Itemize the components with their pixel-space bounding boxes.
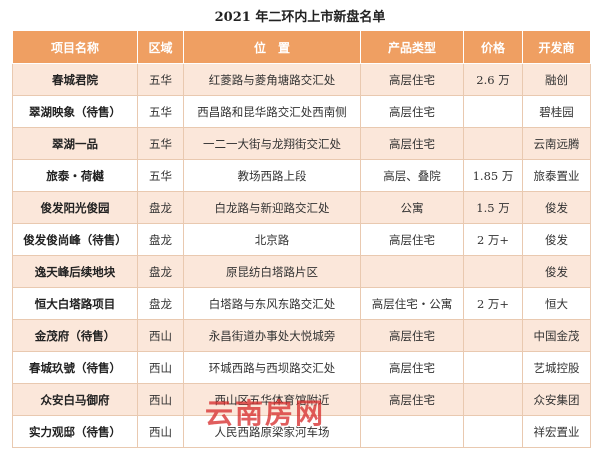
- table-cell: 1.85 万: [463, 159, 523, 192]
- table-cell: 俊发阳光俊园: [12, 191, 138, 224]
- table-cell: 高层住宅: [360, 223, 464, 256]
- table-cell: 旅泰置业: [522, 159, 591, 192]
- header-row: 项目名称 区域位 置产品类型 价格 开发商: [12, 30, 591, 64]
- table-cell: 俊发: [522, 191, 591, 224]
- table-cell: 众安白马御府: [12, 383, 138, 416]
- header-cell: 项目名称: [12, 30, 138, 64]
- table-cell: 西山: [137, 319, 184, 352]
- table-cell: 原昆纺白塔路片区: [183, 255, 361, 288]
- table-row: 恒大白塔路项目 盘龙 白塔路与东风东路交汇处 高层住宅・公寓 2 万+ 恒大: [12, 287, 591, 320]
- header-cell: 区域: [137, 30, 184, 64]
- title: 2021 年二环内上市新盘名单: [214, 10, 386, 25]
- table-cell: [463, 127, 523, 160]
- table-cell: 逸天峰后续地块: [12, 255, 138, 288]
- table-cell: 北京路: [183, 223, 361, 256]
- table-cell: 白塔路与东风东路交汇处: [183, 287, 361, 320]
- table-cell: 恒大白塔路项目: [12, 287, 138, 320]
- table-cell: 实力观邸（待售）: [12, 415, 138, 448]
- table-cell: 春城君院: [12, 63, 138, 96]
- table-cell: 高层住宅: [360, 63, 464, 96]
- table-cell: 公寓: [360, 191, 464, 224]
- table-row: 众安白马御府 西山 西山区五华体育馆附近 高层住宅 众安集团: [12, 383, 591, 416]
- table-cell: 五华: [137, 95, 184, 128]
- table-cell: [463, 319, 523, 352]
- table-cell: 五华: [137, 159, 184, 192]
- table-cell: 盘龙: [137, 223, 184, 256]
- table-row: 俊发阳光俊园 盘龙 白龙路与新迎路交汇处 公寓 1.5 万俊发: [12, 191, 591, 224]
- table-cell: 旅泰・荷樾: [12, 159, 138, 192]
- table-row: 金茂府（待售） 西山 永昌街道办事处大悦城旁 高层住宅 中国金茂: [12, 319, 591, 352]
- table-row: 逸天峰后续地块 盘龙 原昆纺白塔路片区 俊发: [12, 255, 591, 288]
- table-cell: [463, 351, 523, 384]
- table-row: 春城玖號（待售） 西山 环城西路与西坝路交汇处 高层住宅 艺城控股: [12, 351, 591, 384]
- table-cell: 1.5 万: [463, 191, 523, 224]
- table-cell: 云南远腾: [522, 127, 591, 160]
- table-cell: 中国金茂: [522, 319, 591, 352]
- table-cell: 西昌路和昆华路交汇处西南侧: [183, 95, 361, 128]
- table-cell: 环城西路与西坝路交汇处: [183, 351, 361, 384]
- table-cell: 白龙路与新迎路交汇处: [183, 191, 361, 224]
- table-cell: 2 万+: [463, 223, 523, 256]
- table-cell: 盘龙: [137, 191, 184, 224]
- table-cell: 春城玖號（待售）: [12, 351, 138, 384]
- table-cell: 翠湖映象（待售）: [12, 95, 138, 128]
- table-row: 翠湖映象（待售） 五华 西昌路和昆华路交汇处西南侧 高层住宅 碧桂园: [12, 95, 591, 128]
- table-cell: 俊发: [522, 255, 591, 288]
- table-cell: [463, 255, 523, 288]
- table-cell: [463, 415, 523, 448]
- table-cell: 金茂府（待售）: [12, 319, 138, 352]
- table-cell: 西山: [137, 383, 184, 416]
- table-cell: 盘龙: [137, 287, 184, 320]
- table-cell: 教场西路上段: [183, 159, 361, 192]
- table-row: 俊发俊尚峰（待售） 盘龙 北京路 高层住宅 2 万+ 俊发: [12, 223, 591, 256]
- table-cell: 高层住宅: [360, 95, 464, 128]
- header-cell: 产品类型: [360, 30, 464, 64]
- table-cell: 红菱路与菱角塘路交汇处: [183, 63, 361, 96]
- table-cell: 祥宏置业: [522, 415, 591, 448]
- table-cell: 恒大: [522, 287, 591, 320]
- table-cell: 融创: [522, 63, 591, 96]
- table-cell: 俊发俊尚峰（待售）: [12, 223, 138, 256]
- table-cell: 人民西路原梁家河车场: [183, 415, 361, 448]
- table-cell: 五华: [137, 127, 184, 160]
- table-cell: 永昌街道办事处大悦城旁: [183, 319, 361, 352]
- table-cell: 2.6 万: [463, 63, 523, 96]
- table-cell: 西山: [137, 415, 184, 448]
- table-row: 春城君院 五华 红菱路与菱角塘路交汇处 高层住宅 2.6 万融创: [12, 63, 591, 96]
- table-row: 旅泰・荷樾 五华 教场西路上段 高层、叠院 1.85 万旅泰置业: [12, 159, 591, 192]
- table-cell: 碧桂园: [522, 95, 591, 128]
- table-cell: 西山: [137, 351, 184, 384]
- table-cell: [360, 255, 464, 288]
- table-cell: [463, 95, 523, 128]
- table-cell: 俊发: [522, 223, 591, 256]
- header-cell: 开发商: [522, 30, 591, 64]
- table-cell: 2 万+: [463, 287, 523, 320]
- table-cell: 五华: [137, 63, 184, 96]
- table-cell: 高层、叠院: [360, 159, 464, 192]
- table-cell: [360, 415, 464, 448]
- header-cell: 价格: [463, 30, 523, 64]
- table-cell: 翠湖一品: [12, 127, 138, 160]
- table-cell: 高层住宅: [360, 383, 464, 416]
- table-cell: 高层住宅: [360, 127, 464, 160]
- table-cell: 众安集团: [522, 383, 591, 416]
- table-cell: 盘龙: [137, 255, 184, 288]
- table-cell: 高层住宅: [360, 319, 464, 352]
- header-cell: 位 置: [183, 30, 361, 64]
- table-cell: 高层住宅: [360, 351, 464, 384]
- project-table: 项目名称 区域位 置产品类型 价格 开发商 春城君院 五华 红菱路与菱角塘路交汇处 高层住宅…: [12, 30, 591, 448]
- watermark: 云南房网: [205, 397, 326, 430]
- table-cell: 艺城控股: [522, 351, 591, 384]
- table-cell: [463, 383, 523, 416]
- table-cell: 高层住宅・公寓: [360, 287, 464, 320]
- table-cell: 一二一大街与龙翔街交汇处: [183, 127, 361, 160]
- table-row: 翠湖一品 五华 一二一大街与龙翔街交汇处 高层住宅 云南远腾: [12, 127, 591, 160]
- table-row: 实力观邸（待售） 西山 人民西路原梁家河车场 祥宏置业: [12, 415, 591, 448]
